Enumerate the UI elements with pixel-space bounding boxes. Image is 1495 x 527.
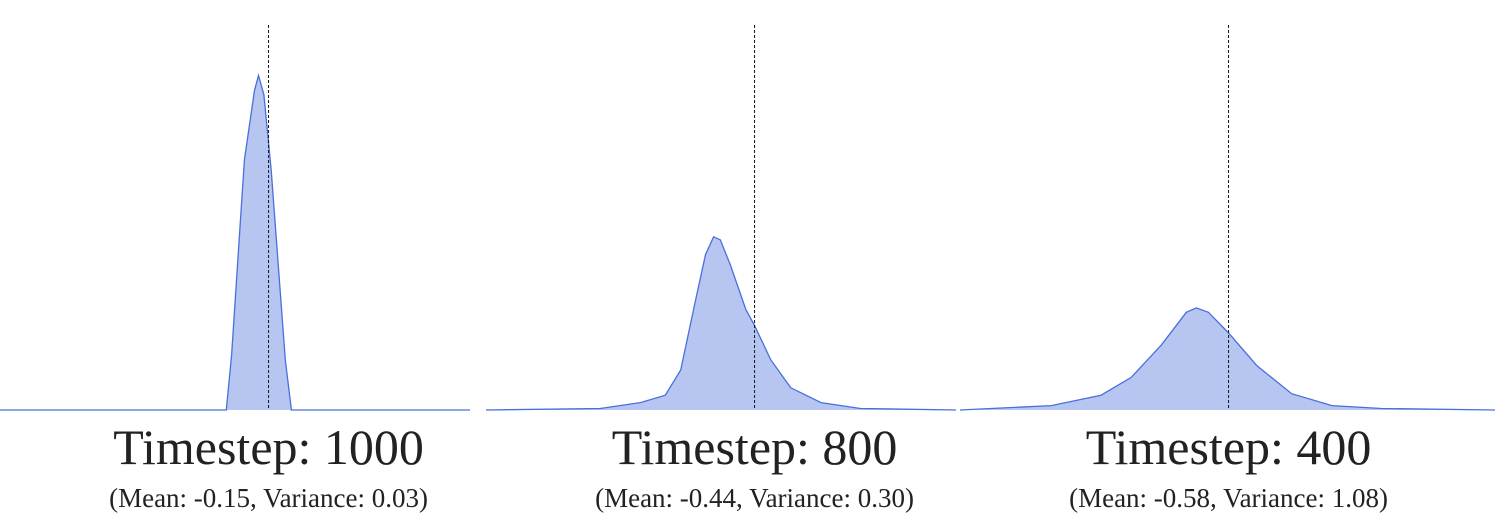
density-area [0, 75, 470, 410]
density-area [960, 307, 1495, 410]
panel-subtitle: (Mean: -0.58, Variance: 1.08) [1069, 483, 1388, 513]
density-area [486, 236, 956, 410]
panel-subtitle: (Mean: -0.44, Variance: 0.30) [595, 483, 914, 513]
density-line [959, 307, 1495, 411]
panel-title: Timestep: 400 [1086, 419, 1372, 475]
density-line [485, 235, 957, 411]
panel-title: Timestep: 1000 [113, 419, 424, 475]
density-line [0, 73, 470, 411]
panel-subtitle: (Mean: -0.15, Variance: 0.03) [109, 483, 428, 513]
panel-title: Timestep: 800 [612, 419, 898, 475]
